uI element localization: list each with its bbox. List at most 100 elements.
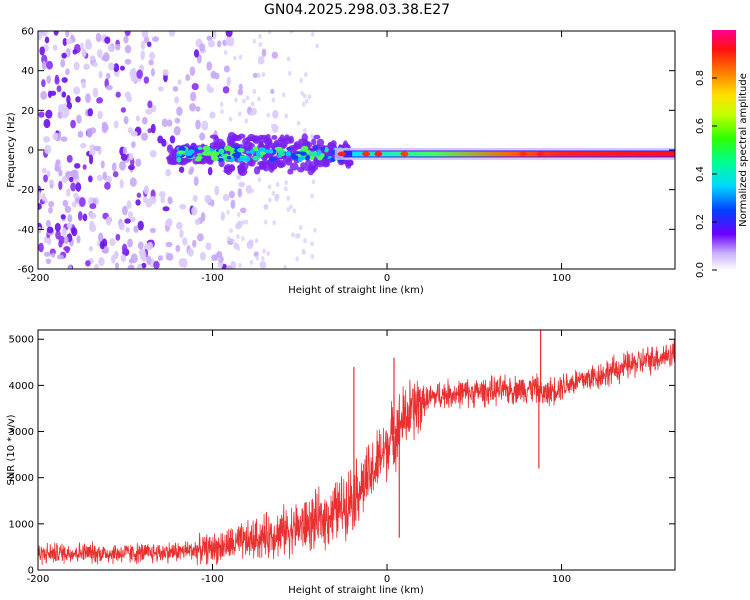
band-speck [279,162,286,168]
snr-frame [37,329,676,571]
noise-speckle [229,228,233,234]
noise-speckle [205,242,212,251]
noise-speckle [175,244,181,253]
noise-speckle [73,86,81,95]
band-speck [320,147,326,151]
noise-speckle [128,258,135,264]
band-speck [245,146,252,151]
x-tick-label: 100 [552,273,571,284]
noise-speckle [92,61,98,68]
noise-speckle [54,74,59,83]
noise-speckle [271,190,276,196]
noise-speckle [289,204,293,210]
noise-speckle [169,135,176,144]
noise-speckle [104,36,111,44]
noise-speckle [100,160,105,169]
noise-speckle [236,220,243,228]
x-tick-label: -100 [201,574,224,585]
noise-speckle [259,260,267,269]
band-speck [317,149,322,156]
signal-band [165,131,675,177]
noise-speckle [257,72,261,78]
colorbar-tick-label: 0.8 [695,70,706,86]
noise-speckle [157,255,164,261]
noise-speckle [41,79,46,88]
band-speck [197,146,203,151]
noise-speckle [127,264,135,269]
noise-speckle [162,69,169,76]
noise-speckle [54,161,59,172]
noise-speckle [252,38,257,44]
band-speck [237,133,246,139]
noise-speckle [153,260,160,269]
noise-speckle [307,94,312,100]
noise-speckle [267,31,272,35]
noise-speckle [185,73,191,82]
noise-speckle [236,234,240,240]
band-speck [245,150,251,154]
noise-speckle [113,63,120,73]
noise-speckle [61,77,68,83]
band-speck [255,150,261,157]
noise-speckle [286,206,291,212]
noise-speckle [252,72,258,78]
noise-speckle [219,101,224,107]
noise-speckle [245,95,250,101]
noise-speckle [86,128,93,138]
noise-speckle [43,118,51,129]
noise-speckle [105,84,113,91]
noise-speckle [257,177,262,183]
noise-speckle [211,254,218,262]
noise-speckle [192,239,197,248]
band-speck [168,158,177,163]
noise-speckle [292,208,297,214]
band-speck [290,154,299,160]
noise-speckle [42,136,51,143]
noise-speckle [226,236,231,242]
noise-speckle [234,97,238,103]
noise-speckle [223,65,230,73]
band-peak [374,151,383,157]
noise-speckle [300,90,304,96]
snr-trace [38,340,675,566]
noise-speckle [237,188,243,198]
noise-speckle [75,182,82,192]
noise-speckle [45,219,51,228]
noise-speckle [61,227,67,238]
noise-speckle [199,251,207,261]
band-speck [317,155,323,161]
band-speck [268,148,274,154]
band-speck [324,147,329,153]
noise-speckle [98,70,103,79]
noise-speckle [220,109,224,115]
noise-speckle [195,106,201,112]
band-speck [249,148,255,155]
noise-speckle [76,114,82,124]
noise-speckle [120,107,127,113]
noise-speckle [310,31,315,37]
noise-speckle [241,236,245,242]
noise-speckle [267,184,272,190]
noise-speckle [70,182,77,192]
noise-speckle [179,203,187,210]
noise-speckle [85,38,91,47]
band-speck [259,151,266,155]
noise-speckle [95,32,102,43]
y-tick-label: 2000 [9,473,34,484]
noise-speckle [87,108,94,117]
noise-speckle [225,36,231,46]
colorbar-ticks: 0.0 0.2 0.4 0.6 0.8 [695,70,717,278]
noise-speckle [149,51,156,60]
noise-speckle [131,141,136,149]
noise-speckle [283,264,287,269]
noise-speckle [226,76,231,87]
noise-speckle [56,254,64,260]
band-speck [209,134,219,139]
noise-speckle [137,220,144,231]
band-peak [519,151,528,157]
noise-speckle [225,31,233,38]
y-tick-label: 5000 [9,335,34,346]
noise-speckle [237,174,242,180]
band-speck [252,136,261,142]
